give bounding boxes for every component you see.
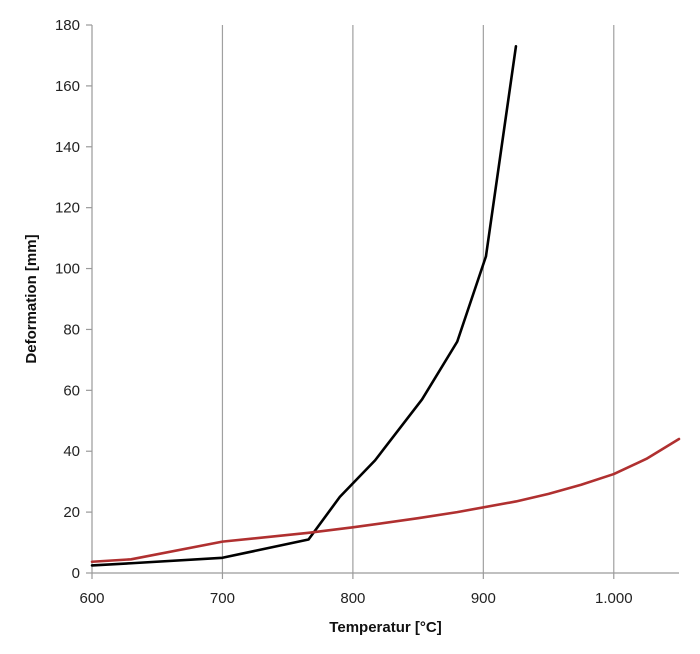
x-tick-label: 700 — [210, 590, 235, 607]
x-tick-label: 600 — [79, 590, 104, 607]
axis-layer — [86, 24, 679, 579]
series-layer — [90, 45, 681, 567]
y-tick-label: 60 — [63, 382, 80, 399]
x-axis-title: Temperatur [°C] — [329, 619, 441, 636]
y-tick-label: 100 — [55, 261, 80, 278]
y-tick-label: 0 — [72, 565, 80, 582]
y-tick-label: 140 — [55, 139, 80, 156]
y-tick-label: 160 — [55, 78, 80, 95]
series-line-1 — [90, 45, 518, 567]
x-tick-label: 900 — [471, 590, 496, 607]
series-line-2 — [90, 437, 681, 564]
y-axis-title: Deformation [mm] — [23, 234, 40, 363]
y-tick-label: 180 — [55, 17, 80, 34]
y-tick-label: 40 — [63, 443, 80, 460]
x-tick-label: 800 — [340, 590, 365, 607]
x-tick-label: 1.000 — [595, 590, 633, 607]
y-tick-label: 80 — [63, 321, 80, 338]
y-tick-label: 20 — [63, 504, 80, 521]
y-tick-label: 120 — [55, 200, 80, 217]
tick-label-layer: 600 700 800 900 1.000 0 20 40 60 80 100 120 140 160 18… — [55, 17, 633, 607]
